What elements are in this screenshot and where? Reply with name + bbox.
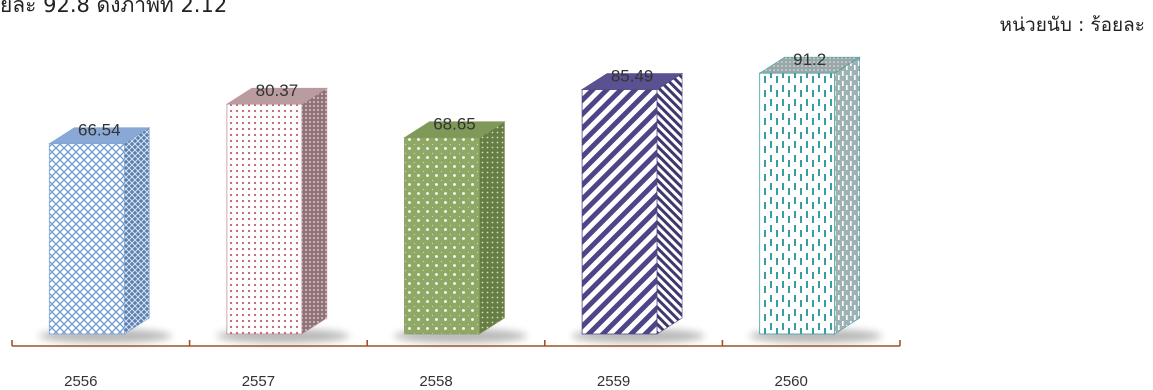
bar-front-face [226,103,303,335]
bar-side-face [656,72,683,335]
bar-top-face [225,87,328,105]
data-label: 85.49 [611,66,654,85]
x-tick-label: 2558 [419,373,452,390]
x-tick-label: 2557 [242,373,275,390]
bar-front-face [48,143,125,335]
bar-2559: 85.49 [571,66,705,343]
bar-front-face [759,72,836,335]
x-tick-label: 2560 [775,373,808,390]
bar-top-face [403,121,506,138]
bar-top-face [581,73,684,90]
bar-side-face [124,127,150,335]
unit-label: หน่วยนับ : ร้อยละ [999,14,1145,36]
bar-2556: 66.54 [38,121,172,343]
bar-side-face [301,87,328,335]
data-label: 66.54 [78,121,121,140]
bar-top-face [758,56,861,74]
bar-2560: 91.2 [749,50,883,343]
bar-2558: 68.65 [394,115,527,343]
bar-side-face [479,121,505,335]
partial-heading-text: ยละ 92.8 ดังภาพที่ 2.12 [0,0,228,17]
x-tick-label: 2559 [597,373,630,390]
bar-2557: 80.37 [216,81,350,343]
bar-top-face [48,127,151,144]
data-label: 80.37 [256,81,299,100]
bar-front-face [581,89,658,335]
data-label: 68.65 [433,115,476,134]
bar-side-face [834,56,861,335]
data-label: 91.2 [793,50,826,69]
x-tick-label: 2556 [64,373,97,390]
bar-front-face [404,137,480,335]
